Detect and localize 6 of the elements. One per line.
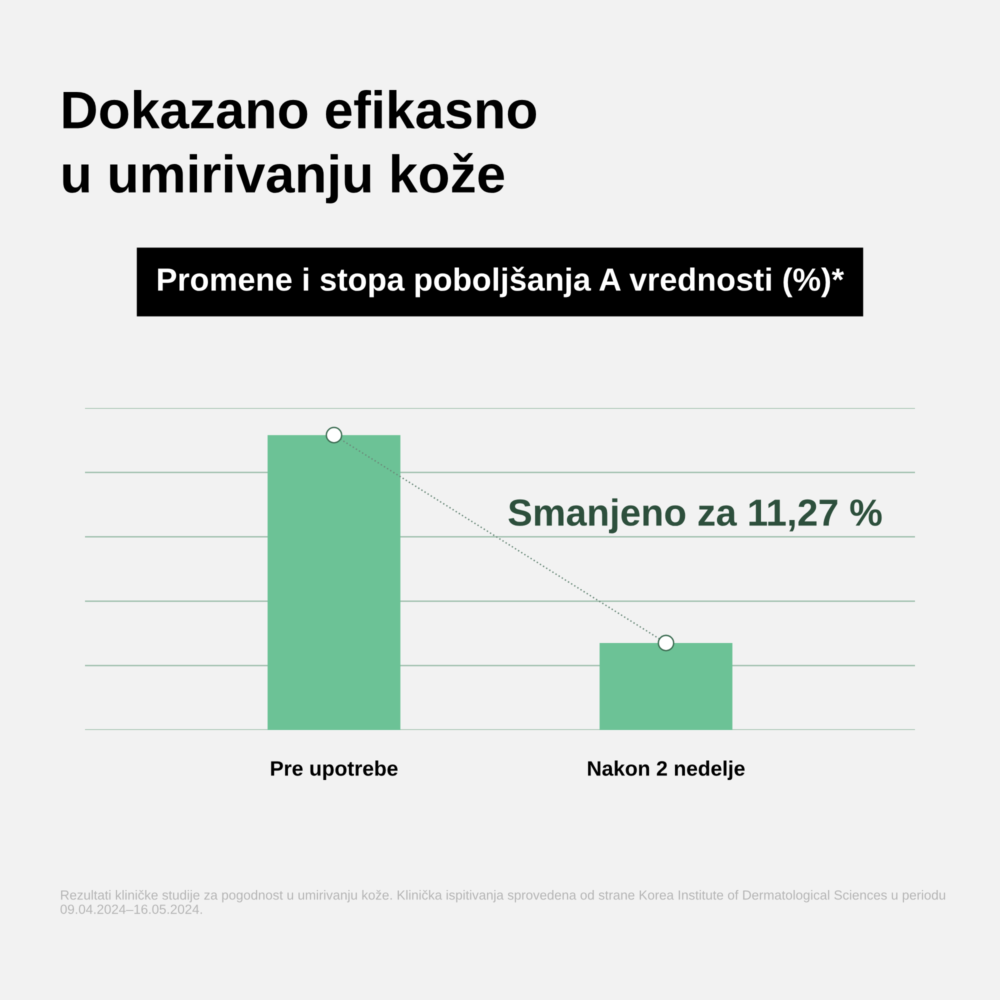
x-tick-label: Nakon 2 nedelje <box>588 760 745 780</box>
chart-title: Dokazano efikasno u umirivanju kože <box>63 90 536 204</box>
x-tick-label: Pre upotrebe <box>271 760 398 780</box>
text: Rezultati kliničke studije za pogodnost u umirivanju kože. Klinička ispitivanja sprovedena od strane Korea Institute of Dermatological Sciences u periodu 09.04.2024–16.05.2024. <box>60 890 946 914</box>
annotation: Smanjeno za 11,27 % <box>508 498 882 534</box>
chart-subtitle: Promene i stopa poboljšanja A vrednosti (%)* <box>158 266 844 298</box>
